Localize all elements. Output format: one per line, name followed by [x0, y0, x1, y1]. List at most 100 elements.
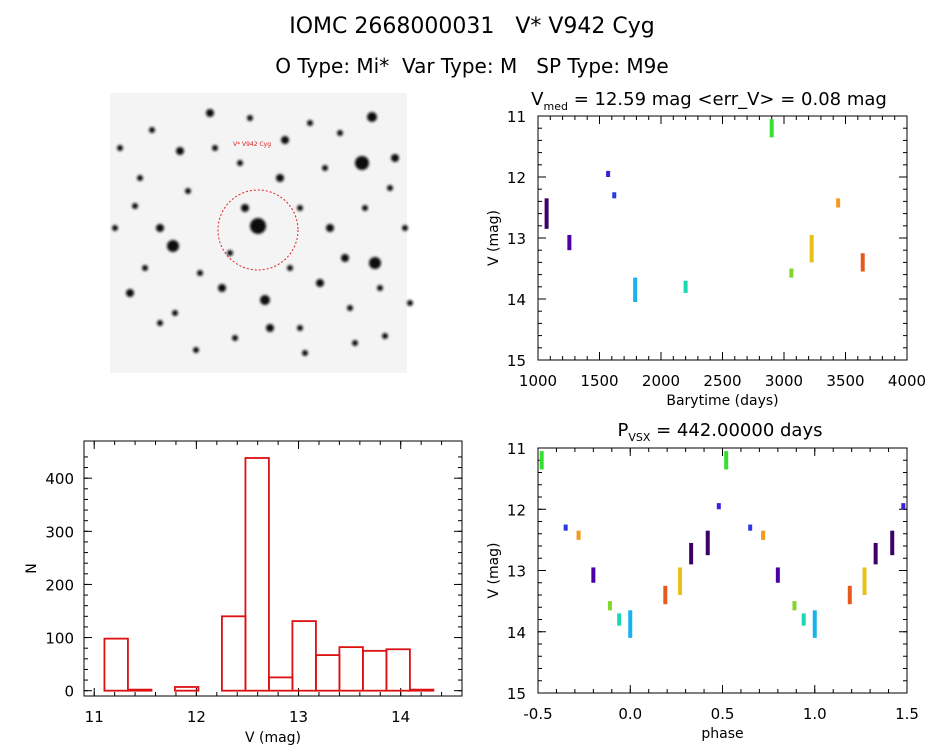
x-tick-label: 4000 — [888, 372, 926, 390]
data-point-group — [607, 601, 612, 611]
field-star — [117, 145, 123, 151]
data-point-group — [663, 585, 668, 605]
field-star — [287, 265, 293, 271]
field-star — [241, 204, 249, 212]
y-axis-label: V (mag) — [486, 210, 502, 266]
x-tick-label: 0.5 — [711, 705, 735, 723]
data-point-group — [683, 280, 688, 293]
x-tick-label: -0.5 — [523, 705, 552, 723]
light-curve-title: Vmed = 12.59 mag <err_V> = 0.08 mag — [531, 89, 887, 113]
field-star — [260, 295, 270, 305]
y-tick-label: 300 — [45, 523, 74, 541]
histogram-bar — [338, 646, 364, 692]
x-axis-label: Barytime (days) — [666, 393, 778, 409]
data-point-group — [724, 451, 729, 470]
x-tick-label: 1.5 — [895, 705, 919, 723]
field-star — [227, 250, 233, 256]
x-axis-label: V (mag) — [245, 730, 301, 746]
data-point-group — [705, 530, 710, 556]
histogram-bar — [362, 649, 388, 692]
phase-curve-panel: PVSX = 442.00000 days -0.5 0.0 0.5 1.0 1.5 11… — [486, 420, 919, 742]
data-point-group — [812, 610, 817, 638]
x-axis-label: phase — [701, 726, 743, 742]
field-star — [307, 120, 313, 126]
field-star — [337, 130, 343, 136]
x-tick-label: 13 — [289, 708, 308, 726]
target-circle — [217, 189, 299, 271]
y-tick-label: 11 — [507, 440, 526, 458]
data-point-group — [576, 530, 581, 540]
field-star — [212, 145, 218, 151]
histogram-bar — [174, 686, 200, 692]
field-star — [206, 109, 214, 117]
data-point-group — [789, 268, 794, 278]
plot-frame — [537, 115, 908, 361]
field-star — [185, 188, 191, 194]
field-star — [377, 285, 383, 291]
x-tick-label: 3000 — [765, 372, 803, 390]
x-tick-label: 0.0 — [618, 705, 642, 723]
field-star — [276, 174, 284, 182]
y-tick-label: 13 — [507, 230, 526, 248]
histogram-bar — [408, 688, 435, 692]
light-curve-panel: Vmed = 12.59 mag <err_V> = 0.08 mag 1000… — [486, 89, 926, 409]
figure-title: IOMC 2668000031 V* V942 Cyg — [289, 14, 655, 39]
histogram-bar — [244, 457, 270, 692]
y-tick-label: 0 — [64, 683, 74, 701]
data-point-group — [544, 198, 549, 229]
field-star — [362, 205, 368, 211]
histogram-panel: 11 12 13 14 0 100 200 300 400 V (mag) N — [24, 440, 463, 746]
field-star — [156, 224, 164, 232]
field-star — [197, 270, 203, 276]
figure-subtitle: O Type: Mi* Var Type: M SP Type: M9e — [275, 54, 669, 78]
field-star — [297, 325, 303, 331]
field-star — [367, 112, 377, 122]
field-star — [237, 160, 243, 166]
field-star — [355, 156, 369, 170]
y-tick-label: 12 — [507, 169, 526, 187]
field-star — [322, 165, 328, 171]
data-point-group — [628, 610, 633, 638]
field-star — [316, 279, 324, 287]
histogram-bar — [127, 688, 153, 692]
data-point-group — [873, 542, 878, 565]
data-point-group — [761, 530, 766, 540]
x-tick-label: 11 — [85, 708, 104, 726]
field-star — [391, 154, 399, 162]
y-tick-label: 13 — [507, 563, 526, 581]
data-point-group — [689, 542, 694, 565]
field-star — [297, 205, 303, 211]
data-point-group — [716, 503, 721, 510]
y-tick-label: 12 — [507, 501, 526, 519]
data-point-group — [860, 253, 865, 272]
histogram-bar — [291, 620, 317, 692]
field-star — [157, 320, 163, 326]
field-star — [172, 310, 178, 316]
data-point-group — [890, 530, 895, 556]
field-star — [369, 257, 381, 269]
field-star — [193, 347, 199, 353]
field-star — [326, 224, 334, 232]
field-star — [352, 340, 358, 346]
x-tick-label: 2500 — [703, 372, 741, 390]
data-point-group — [801, 613, 806, 626]
histogram-bar — [268, 676, 294, 692]
field-star — [142, 265, 148, 271]
data-point-group — [792, 601, 797, 611]
data-point-group — [591, 567, 596, 583]
data-point-group — [633, 277, 638, 303]
field-star — [247, 115, 253, 121]
field-star — [250, 218, 266, 234]
y-tick-label: 100 — [45, 630, 74, 648]
histogram-bar — [385, 648, 411, 692]
data-point-group — [809, 234, 814, 263]
data-point-group — [836, 198, 841, 208]
field-star — [176, 147, 184, 155]
data-point-group — [769, 119, 774, 138]
y-axis-label: N — [24, 563, 40, 573]
x-tick-label: 1000 — [519, 372, 557, 390]
data-point-group — [862, 567, 867, 595]
field-star — [281, 136, 289, 144]
data-point-group — [539, 451, 544, 470]
